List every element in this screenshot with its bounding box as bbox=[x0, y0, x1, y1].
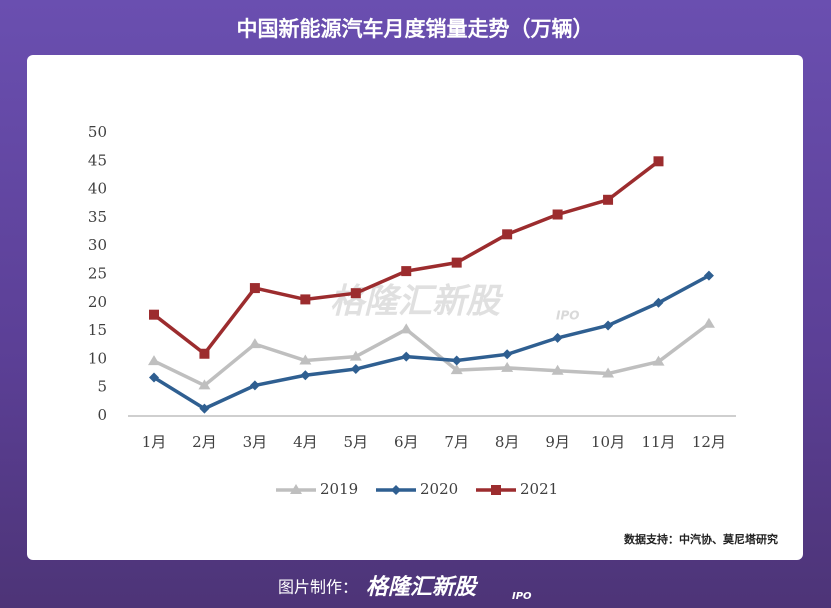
marker-diamond bbox=[502, 349, 513, 360]
footer-brand: 格隆汇新股 bbox=[366, 574, 479, 600]
marker-diamond bbox=[391, 485, 401, 495]
marker-square bbox=[502, 229, 513, 240]
marker-square bbox=[249, 283, 260, 294]
marker-triangle bbox=[349, 350, 362, 361]
marker-square bbox=[491, 485, 501, 495]
legend-label: 2021 bbox=[520, 480, 558, 498]
marker-triangle bbox=[248, 338, 261, 349]
y-tick-label: 10 bbox=[88, 349, 107, 367]
marker-square bbox=[451, 257, 462, 268]
marker-diamond bbox=[603, 320, 614, 331]
x-tick-label: 4月 bbox=[293, 433, 318, 451]
footer-tag: IPO bbox=[512, 591, 532, 602]
chart-title: 中国新能源汽车月度销量走势（万辆） bbox=[237, 17, 594, 41]
marker-triangle bbox=[702, 317, 715, 328]
source-note: 数据支持：中汽协、莫尼塔研究 bbox=[624, 532, 778, 546]
x-tick-label: 1月 bbox=[142, 433, 167, 451]
legend-label: 2019 bbox=[320, 480, 358, 498]
marker-diamond bbox=[149, 372, 159, 383]
chart-panel bbox=[27, 55, 803, 560]
series-line bbox=[153, 274, 710, 411]
marker-diamond bbox=[199, 403, 210, 414]
watermark-brand: 格隆汇新股 bbox=[330, 282, 504, 322]
x-tick-label: 9月 bbox=[545, 433, 570, 451]
marker-square bbox=[552, 209, 563, 220]
footer-label: 图片制作： bbox=[278, 578, 358, 597]
y-tick-label: 35 bbox=[88, 208, 107, 226]
marker-diamond bbox=[350, 364, 361, 375]
x-tick-label: 11月 bbox=[641, 433, 675, 451]
x-tick-label: 12月 bbox=[692, 433, 726, 451]
marker-square bbox=[603, 194, 614, 205]
y-tick-label: 40 bbox=[88, 180, 107, 198]
marker-diamond bbox=[300, 370, 311, 381]
marker-triangle bbox=[299, 354, 312, 365]
x-tick-label: 8月 bbox=[495, 433, 520, 451]
marker-triangle bbox=[501, 361, 514, 372]
x-tick-label: 6月 bbox=[394, 433, 419, 451]
marker-diamond bbox=[653, 297, 664, 308]
marker-diamond bbox=[552, 332, 563, 343]
marker-diamond bbox=[249, 380, 260, 391]
y-tick-label: 5 bbox=[97, 378, 107, 396]
marker-triangle bbox=[290, 484, 302, 494]
marker-square bbox=[653, 156, 664, 167]
y-tick-label: 0 bbox=[97, 406, 107, 424]
y-tick-label: 30 bbox=[88, 236, 107, 254]
y-tick-label: 50 bbox=[88, 123, 107, 141]
x-tick-label: 5月 bbox=[344, 433, 369, 451]
legend-label: 2020 bbox=[420, 480, 458, 498]
x-tick-label: 7月 bbox=[444, 433, 469, 451]
marker-diamond bbox=[451, 355, 462, 366]
marker-triangle bbox=[602, 367, 615, 378]
marker-triangle bbox=[148, 355, 160, 366]
marker-triangle bbox=[198, 379, 211, 390]
marker-triangle bbox=[450, 364, 463, 375]
marker-diamond bbox=[401, 351, 412, 362]
x-tick-label: 2月 bbox=[192, 433, 217, 451]
y-tick-label: 25 bbox=[88, 265, 107, 283]
watermark-tag: IPO bbox=[556, 309, 579, 323]
marker-diamond bbox=[703, 270, 714, 281]
marker-square bbox=[199, 348, 210, 359]
x-tick-label: 10月 bbox=[591, 433, 625, 451]
marker-square bbox=[149, 309, 159, 320]
marker-triangle bbox=[551, 364, 564, 375]
marker-square bbox=[350, 288, 361, 299]
marker-square bbox=[300, 294, 311, 305]
x-tick-label: 3月 bbox=[243, 433, 268, 451]
marker-triangle bbox=[652, 355, 665, 366]
marker-square bbox=[401, 266, 412, 277]
y-tick-label: 15 bbox=[88, 321, 107, 339]
series-line bbox=[153, 322, 711, 388]
y-tick-label: 20 bbox=[88, 293, 107, 311]
marker-triangle bbox=[400, 323, 413, 334]
y-tick-label: 45 bbox=[88, 151, 107, 169]
